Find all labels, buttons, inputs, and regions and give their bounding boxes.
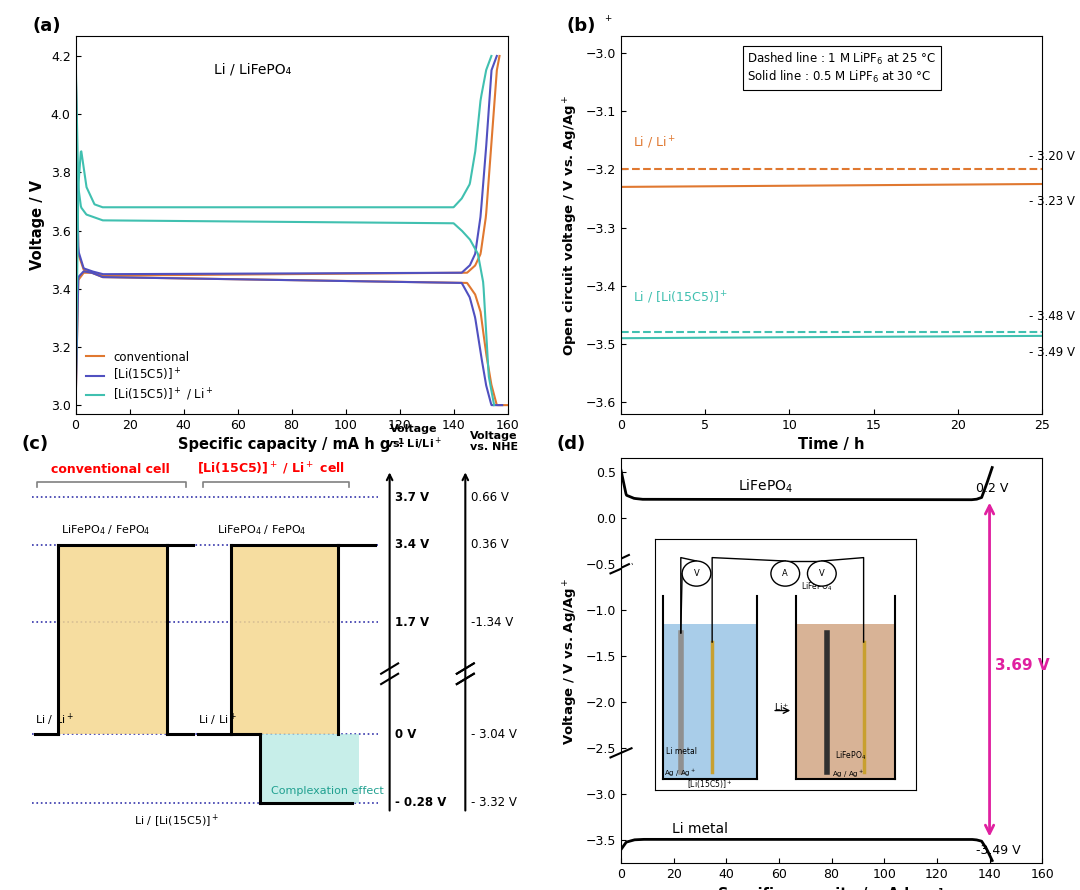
Text: 0.66 V: 0.66 V: [471, 490, 509, 504]
Bar: [259, 734, 359, 803]
Text: 3.7 V: 3.7 V: [395, 490, 430, 504]
X-axis label: Specific capacity / mA h g⁻¹: Specific capacity / mA h g⁻¹: [718, 886, 945, 890]
Text: Dashed line : 1 M LiPF$_6$ at 25 °C
Solid line : 0.5 M LiPF$_6$ at 30 °C: Dashed line : 1 M LiPF$_6$ at 25 °C Soli…: [747, 51, 936, 85]
Y-axis label: Voltage / V: Voltage / V: [30, 180, 45, 270]
Text: LiFePO$_4$: LiFePO$_4$: [739, 478, 794, 495]
Text: (a): (a): [32, 17, 60, 35]
Text: (b): (b): [567, 17, 596, 35]
Text: - 3.20 V: - 3.20 V: [1029, 150, 1075, 163]
Text: Li / Li$^+$: Li / Li$^+$: [35, 711, 73, 728]
Text: 3.4 V: 3.4 V: [395, 538, 430, 551]
Text: $^+$: $^+$: [603, 15, 612, 28]
Text: conventional cell: conventional cell: [51, 463, 170, 476]
Text: -1.34 V: -1.34 V: [471, 616, 513, 628]
Text: - 3.04 V: - 3.04 V: [471, 727, 517, 740]
Text: Li / Li$^+$: Li / Li$^+$: [633, 135, 676, 151]
Text: Li / [Li(15C5)]$^+$: Li / [Li(15C5)]$^+$: [134, 813, 219, 829]
Text: - 3.32 V: - 3.32 V: [471, 797, 517, 810]
Bar: [58, 545, 167, 734]
Text: (d): (d): [556, 435, 585, 453]
Text: 0.2 V: 0.2 V: [976, 482, 1009, 495]
Y-axis label: Voltage / V vs. Ag/Ag$^+$: Voltage / V vs. Ag/Ag$^+$: [562, 577, 580, 745]
Text: -3.49 V: -3.49 V: [976, 844, 1021, 857]
Text: Li metal: Li metal: [672, 822, 728, 836]
Bar: [231, 545, 338, 734]
X-axis label: Time / h: Time / h: [798, 437, 865, 452]
Text: LiFePO$_4$ / FePO$_4$: LiFePO$_4$ / FePO$_4$: [217, 523, 307, 537]
Text: (c): (c): [22, 435, 49, 453]
Text: 1.7 V: 1.7 V: [395, 616, 430, 628]
Legend: conventional, [Li(15C5)]$^+$, [Li(15C5)]$^+$ / Li$^+$: conventional, [Li(15C5)]$^+$, [Li(15C5)]…: [81, 346, 218, 408]
Text: 0.36 V: 0.36 V: [471, 538, 509, 551]
Text: Li / [Li(15C5)]$^+$: Li / [Li(15C5)]$^+$: [633, 289, 728, 305]
Text: Li / LiFePO₄: Li / LiFePO₄: [214, 62, 292, 76]
Text: Voltage
vs. Li/Li$^+$: Voltage vs. Li/Li$^+$: [384, 424, 442, 452]
Text: - 3.23 V: - 3.23 V: [1029, 195, 1075, 208]
Text: Complexation effect: Complexation effect: [271, 787, 384, 797]
Text: LiFePO$_4$ / FePO$_4$: LiFePO$_4$ / FePO$_4$: [60, 523, 150, 537]
Text: 3.69 V: 3.69 V: [995, 658, 1050, 673]
Text: - 3.48 V: - 3.48 V: [1029, 310, 1075, 322]
Y-axis label: Open circuit voltage / V vs. Ag/Ag$^+$: Open circuit voltage / V vs. Ag/Ag$^+$: [562, 94, 580, 355]
Text: - 0.28 V: - 0.28 V: [395, 797, 447, 810]
Text: 0 V: 0 V: [395, 727, 417, 740]
Text: Li / Li$^+$: Li / Li$^+$: [198, 711, 237, 728]
Text: - 3.49 V: - 3.49 V: [1029, 346, 1075, 360]
X-axis label: Specific capacity / mA h g⁻¹: Specific capacity / mA h g⁻¹: [178, 437, 405, 452]
Text: Voltage
vs. NHE: Voltage vs. NHE: [470, 431, 517, 452]
Text: [Li(15C5)]$^+$ / Li$^+$ cell: [Li(15C5)]$^+$ / Li$^+$ cell: [198, 460, 346, 477]
